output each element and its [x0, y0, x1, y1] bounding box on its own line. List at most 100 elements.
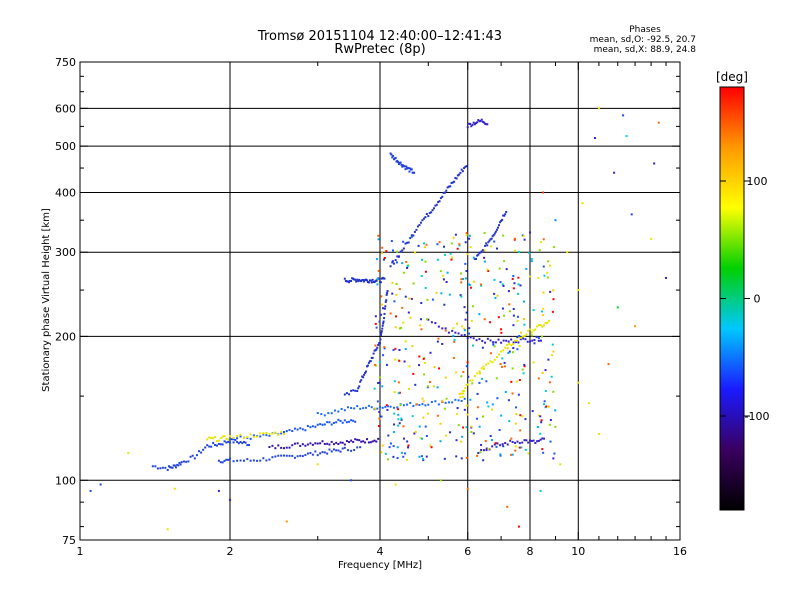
trace-point [537, 324, 540, 327]
cloud-point [553, 246, 556, 249]
trace-point [314, 425, 317, 428]
cloud-point [424, 286, 427, 289]
trace-point [415, 228, 418, 231]
cloud-point [441, 400, 444, 403]
trace-point [376, 407, 379, 410]
cloud-point [452, 334, 455, 337]
scatter-point [613, 171, 616, 174]
cloud-point [429, 381, 432, 384]
cloud-point [418, 425, 421, 428]
trace-point [179, 463, 182, 466]
trace-point [323, 423, 326, 426]
trace-point [369, 279, 372, 282]
trace-point [441, 195, 444, 198]
trace-point [505, 339, 508, 342]
cloud-point [452, 356, 455, 359]
cloud-point [425, 243, 428, 246]
cloud-point [546, 271, 549, 274]
trace-point [229, 441, 231, 444]
trace-point [369, 360, 372, 363]
trace-point [296, 455, 299, 458]
trace-point [469, 379, 472, 382]
cloud-point [412, 372, 415, 375]
trace-point [519, 338, 522, 341]
cloud-point [427, 385, 430, 388]
trace-point [319, 442, 322, 445]
trace-point [221, 443, 224, 446]
trace-point [306, 443, 309, 446]
cloud-point [532, 361, 535, 364]
cloud-point [444, 376, 447, 379]
trace-point [392, 154, 395, 157]
cloud-point [386, 408, 389, 411]
trace-point [349, 279, 352, 282]
cloud-point [406, 266, 409, 269]
trace-point [382, 322, 385, 325]
trace-point [418, 224, 421, 227]
trace-point [430, 321, 433, 324]
trace-point [498, 224, 501, 227]
trace-point [309, 426, 312, 429]
cloud-point [425, 318, 428, 321]
trace-point [371, 440, 374, 443]
trace-point [485, 242, 488, 245]
cloud-point [379, 333, 382, 336]
cloud-point [537, 276, 540, 279]
stats-header: Phases [629, 25, 661, 35]
cloud-point [515, 406, 518, 409]
cloud-point [383, 256, 386, 259]
trace-point [237, 442, 240, 445]
chart-title: Tromsø 20151104 12:40:00–12:41:43 [257, 29, 502, 44]
cloud-point [542, 451, 545, 454]
trace-point [539, 324, 542, 327]
trace-point [362, 440, 365, 443]
cloud-point [420, 274, 423, 277]
trace-point [352, 440, 355, 443]
trace-point [529, 328, 531, 331]
trace-point [371, 356, 374, 359]
scatter-point [597, 107, 600, 110]
trace-point [277, 454, 280, 457]
cloud-point [537, 377, 540, 380]
trace-point [301, 455, 304, 458]
trace-point [506, 344, 509, 347]
trace-point [466, 383, 469, 386]
trace-point [367, 361, 370, 364]
scatter-point [542, 191, 545, 194]
trace-point [481, 339, 484, 342]
trace-point [242, 440, 245, 443]
trace-point [481, 249, 484, 252]
cloud-point [396, 446, 399, 449]
cloud-point [375, 258, 378, 261]
trace-point [356, 278, 359, 281]
trace-point [534, 328, 537, 331]
trace-point [397, 163, 400, 166]
cloud-point [517, 283, 520, 286]
cloud-point [466, 413, 469, 416]
trace-point [178, 461, 181, 464]
cloud-point [423, 373, 426, 376]
trace-point [397, 161, 400, 164]
trace-point [459, 171, 462, 174]
scatter-point [566, 251, 569, 254]
cloud-point [452, 327, 455, 330]
trace-point [227, 438, 230, 441]
cloud-point [517, 393, 520, 396]
trace-point [247, 444, 250, 447]
cloud-point [511, 453, 514, 456]
cloud-point [530, 260, 533, 263]
trace-point [221, 461, 224, 464]
trace-point [391, 261, 394, 264]
cloud-point [408, 297, 411, 300]
trace-point [382, 320, 385, 323]
trace-point [219, 443, 222, 446]
trace-point [544, 321, 547, 324]
cloud-point [548, 423, 551, 426]
trace-point [476, 121, 479, 124]
cloud-point [443, 407, 446, 410]
cloud-point [517, 276, 520, 279]
trace-point [357, 280, 360, 283]
trace-point [466, 126, 469, 129]
x-tick-label: 6 [464, 545, 471, 558]
trace-point [486, 244, 489, 247]
